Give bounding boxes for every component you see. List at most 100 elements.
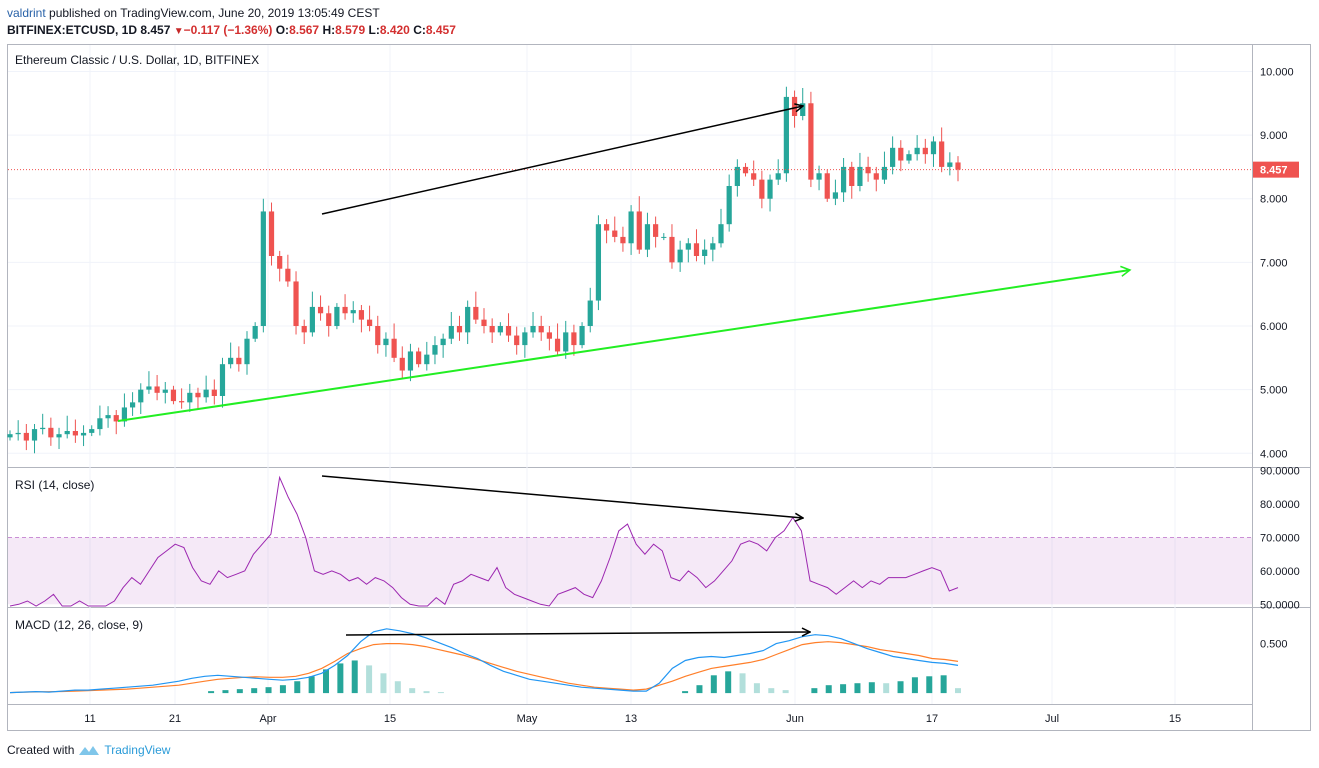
tradingview-link[interactable]: TradingView [104,743,171,757]
candle-body [23,432,29,441]
candle-body [219,364,226,396]
candle-body [783,96,789,174]
time-tick-label: 15 [384,713,396,725]
candle-body [448,326,454,339]
macd-histogram-bar [251,688,258,694]
macd-histogram-bar [394,681,401,694]
candle-body [366,319,373,326]
macd-pane-title: MACD (12, 26, close, 9) [15,618,143,632]
candle-body [473,306,479,320]
candle-body [603,224,610,231]
time-tick-label: Jul [1045,713,1059,725]
macd-histogram-bar [409,688,416,694]
rsi-axis: 90.0000 80.0000 70.0000 60.0000 50.0000 [1260,466,1300,612]
candle-body [726,186,732,225]
candle-body [456,326,463,333]
candle-body [693,243,700,256]
candle-body [571,332,577,346]
ascending-support-arrow[interactable] [117,265,1132,422]
candle-body [481,319,487,326]
macd-histogram-bar [696,685,703,694]
candle-body [742,166,749,174]
candle-body [636,211,642,250]
candle-body [890,147,896,167]
candle-body [702,249,708,256]
close-value: 8.457 [425,23,456,37]
candle-body [514,335,520,346]
candle-body [195,392,201,398]
macd-histogram-bar [437,692,444,694]
candle-body [620,236,626,244]
macd-axis: 0.500 [1260,639,1288,651]
high-value: 8.579 [335,23,366,37]
candle-body [579,326,585,346]
last-price-tag-text: 8.457 [1260,165,1288,177]
created-with-text: Created with [7,743,75,757]
down-triangle-icon: ▼ [173,26,184,37]
candle-body [816,173,822,180]
candle-body [489,326,495,333]
rsi-pane-title: RSI (14, close) [15,478,94,492]
rsi-tick-label: 50.0000 [1260,599,1300,611]
macd-histogram-bar [351,660,358,694]
macd-histogram-bar [725,671,732,694]
time-tick-label: May [517,713,538,725]
candle-body [914,147,920,155]
candle-body [383,338,389,346]
candle-body [416,351,422,365]
candle-body [64,431,70,435]
macd-histogram-bar [236,689,243,694]
candle-body [260,211,266,326]
rsi-divergence-arrow[interactable] [321,475,803,518]
candle-body [955,162,961,170]
grid-lines [8,45,1252,704]
candle-body [685,243,691,250]
candle-body [48,427,54,438]
macd-histogram-bar [825,685,832,694]
candle-body [546,332,552,339]
macd-histogram-bar [955,688,961,694]
candle-body [865,166,871,174]
macd-divergence-arrow[interactable] [345,632,810,635]
candle-body [334,306,340,326]
candle-body [677,249,683,263]
candle-body [628,211,634,244]
candle-body [129,402,136,408]
last-price-tag [1253,161,1299,178]
macd-tick-label: 0.500 [1260,639,1288,651]
candle-body [113,415,119,422]
time-tick-label: Apr [259,713,276,725]
candle-body [930,141,937,155]
candle-body [375,326,381,346]
candle-body [898,147,904,161]
candle-body [734,166,740,186]
macd-histogram-bar [366,665,373,694]
price-tick-label: 10.000 [1260,66,1294,78]
candle-body [587,300,593,326]
macd-histogram-bar [911,677,918,694]
price-axis: 10.000 9.000 8.000 7.000 6.000 5.000 4.0… [1260,66,1294,460]
candle-body [775,173,781,180]
candle-body [669,236,675,263]
time-tick-label: 17 [926,713,938,725]
candle-body [824,173,830,199]
candle-body [236,357,242,365]
high-label: H: [322,23,336,37]
candle-body [211,389,217,396]
candle-body [857,166,863,186]
candle-body [612,230,618,237]
macd-histogram-bar [423,691,430,694]
price-divergence-arrow[interactable] [321,106,803,215]
rsi-band [8,537,1252,605]
candle-body [751,173,757,180]
candle-body [653,224,659,237]
rsi-tick-label: 60.0000 [1260,566,1300,578]
rsi-tick-label: 80.0000 [1260,499,1300,511]
candle-body [505,326,512,336]
candle-body [358,310,365,320]
price-change: −0.117 (−1.36%) [183,23,273,37]
author-link[interactable]: valdrint [7,6,46,20]
candle-body [179,401,185,403]
rsi-series-line [9,475,959,607]
